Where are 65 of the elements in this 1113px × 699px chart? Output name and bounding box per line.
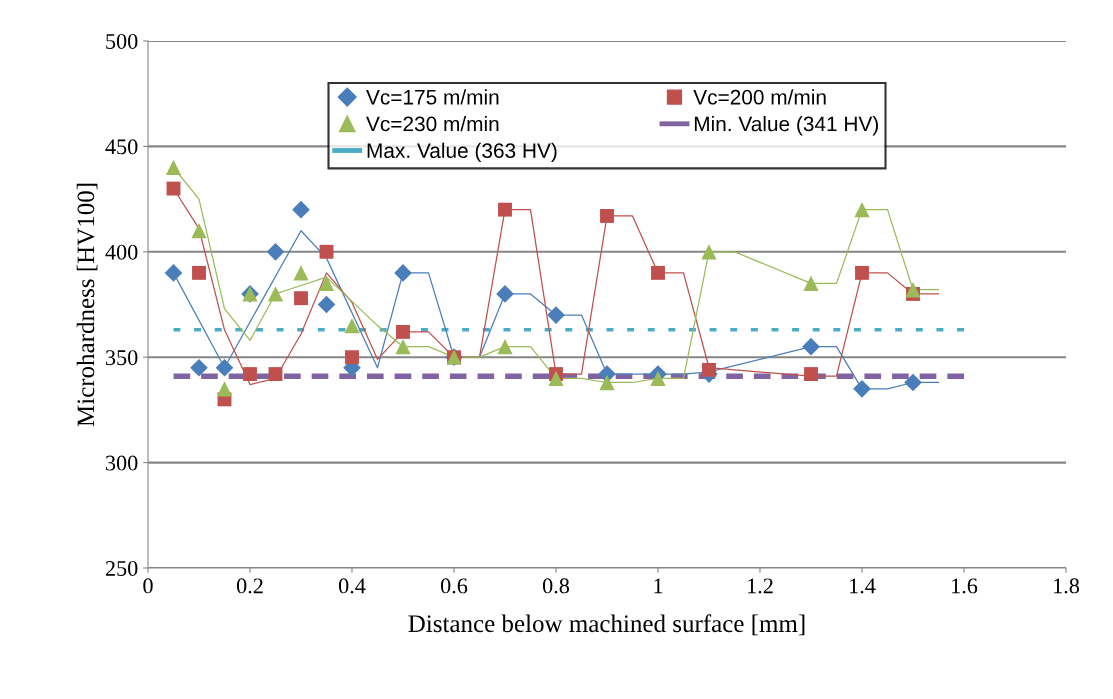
x-tick-label: 1.2 <box>748 578 773 594</box>
point <box>904 373 922 392</box>
point <box>854 202 870 218</box>
point <box>701 244 717 260</box>
point <box>191 223 207 239</box>
x-tick-label: 1.4 <box>850 578 876 594</box>
point <box>293 265 309 281</box>
point <box>855 265 869 280</box>
x-axis-title: Distance below machined surface [mm] <box>408 614 805 636</box>
x-tick-label: 0.4 <box>338 578 366 594</box>
point <box>317 295 336 314</box>
point <box>600 209 614 223</box>
point <box>498 202 512 217</box>
point <box>166 181 181 196</box>
point <box>396 324 410 339</box>
x-tick-label: 1 <box>654 578 663 594</box>
point <box>905 282 921 298</box>
y-tick-label: 350 <box>106 350 138 366</box>
y-tick-label: 450 <box>105 139 138 155</box>
y-tick-label: 250 <box>105 560 138 576</box>
point <box>853 379 871 398</box>
x-tick-label: 1.8 <box>1054 578 1080 594</box>
legend-label: Min. Value (341 HV) <box>694 116 878 136</box>
point <box>319 244 334 259</box>
y-tick-label: 300 <box>106 455 138 471</box>
point <box>165 159 182 176</box>
point <box>651 265 665 280</box>
legend-label: Vc=175 m/min <box>366 89 499 105</box>
point <box>345 350 359 365</box>
point <box>496 285 514 303</box>
point <box>599 374 615 391</box>
point <box>547 306 565 324</box>
legend-label: Max. Value (363 HV) <box>367 142 557 163</box>
point <box>804 367 818 382</box>
x-tick-label: 0.2 <box>236 578 263 594</box>
point <box>243 367 257 382</box>
point <box>268 367 283 382</box>
point <box>548 370 564 386</box>
point <box>395 339 411 355</box>
point <box>292 200 310 219</box>
y-tick-label: 500 <box>106 33 138 49</box>
point <box>650 370 666 386</box>
x-tick-label: 0.6 <box>440 578 468 594</box>
point <box>294 291 308 306</box>
point <box>266 242 285 261</box>
x-tick-label: 0.8 <box>542 578 570 594</box>
point <box>803 275 819 292</box>
point <box>344 317 360 334</box>
point <box>497 339 513 355</box>
point <box>802 337 820 356</box>
point <box>702 362 716 377</box>
x-tick-label: 1.6 <box>952 578 978 594</box>
point <box>164 264 183 282</box>
x-tick-label: 0 <box>143 578 153 594</box>
point <box>190 358 208 377</box>
legend-label: Vc=200 m/min <box>693 89 826 105</box>
point <box>267 286 284 302</box>
point <box>192 265 206 280</box>
legend-label: Vc=230 m/min <box>366 116 499 132</box>
point <box>216 381 233 397</box>
y-tick-label: 400 <box>105 244 138 260</box>
point <box>215 358 234 377</box>
y-axis-title: Microhardness [HV100] <box>76 183 98 427</box>
point <box>318 275 335 292</box>
point <box>394 264 412 282</box>
